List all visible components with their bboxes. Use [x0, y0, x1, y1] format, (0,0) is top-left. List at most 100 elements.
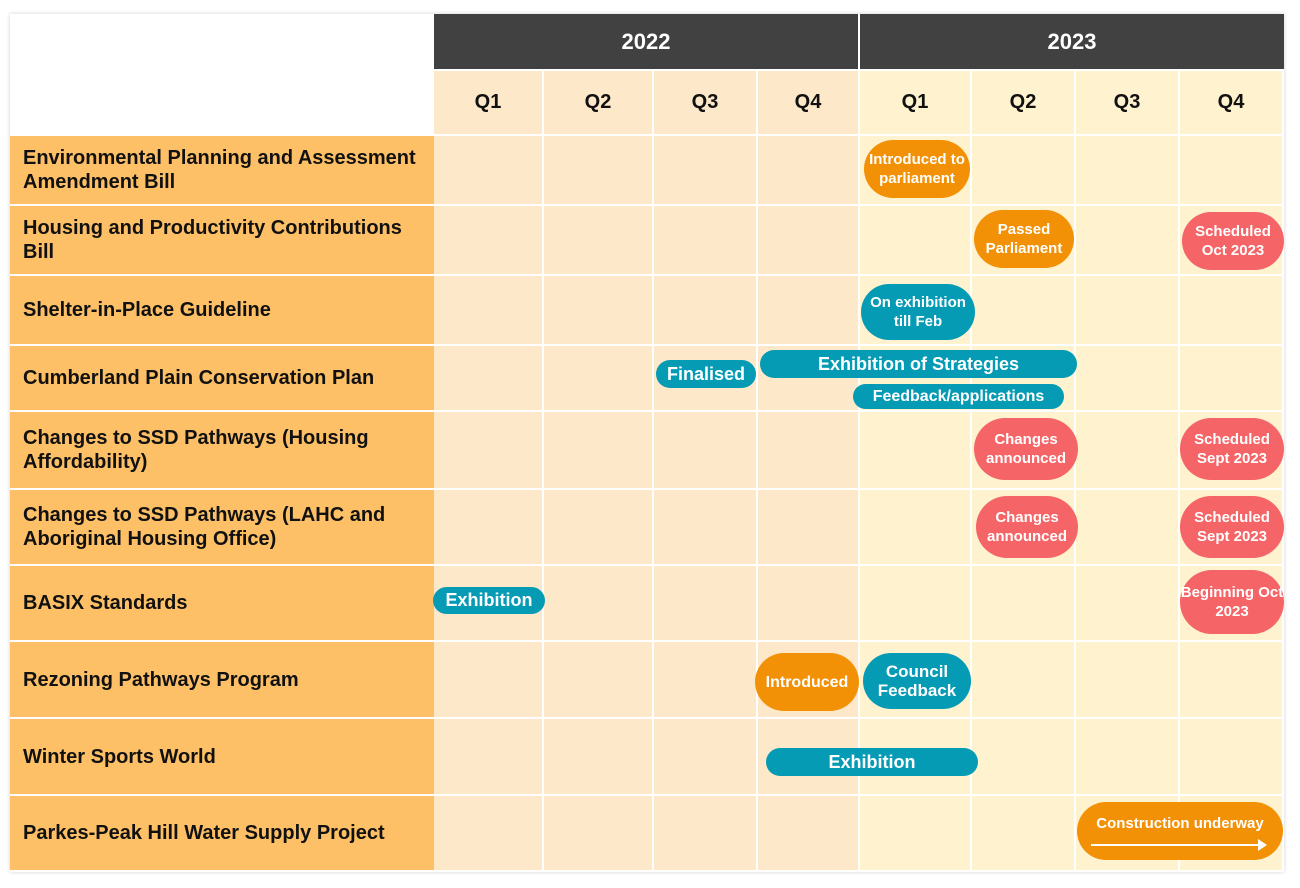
grid-cell: [654, 412, 758, 490]
milestone-text: Changes announced: [986, 509, 1067, 545]
grid-cell: [860, 566, 972, 642]
milestone-pill: Construction underway: [1077, 802, 1283, 860]
grid-cell: [434, 412, 544, 490]
milestone-pill: Exhibition: [766, 748, 978, 776]
grid-cell: [544, 796, 654, 872]
year-header-2023: 2023: [860, 14, 1284, 69]
grid-cell: [1076, 566, 1180, 642]
quarter-header: Q2: [544, 69, 654, 136]
grid-cell: [860, 490, 972, 566]
grid-cell: [1076, 206, 1180, 276]
grid-cell: [654, 642, 758, 719]
grid-cell: [1180, 346, 1284, 412]
roadmap-board: 2022 2023 Q1 Q2 Q3 Q4 Q1 Q2 Q3 Q4 Environmental Pl…: [10, 14, 1284, 872]
milestone-text: Scheduled Sept 2023: [1194, 509, 1270, 545]
milestone-text: Scheduled Sept 2023: [1194, 431, 1270, 467]
grid-cell: [758, 206, 860, 276]
milestone-text: Feedback/applications: [872, 388, 1045, 405]
grid-cell: [758, 136, 860, 206]
quarter-header: Q1: [434, 69, 544, 136]
grid-cell: [972, 136, 1076, 206]
milestone-pill: Beginning Oct 2023: [1180, 570, 1284, 634]
milestone-text: Changes announced: [985, 431, 1066, 467]
grid-cell: [1180, 642, 1284, 719]
grid-cell: [544, 206, 654, 276]
grid-cell: [1076, 490, 1180, 566]
grid-cell: [434, 206, 544, 276]
milestone-text: Exhibition: [445, 590, 533, 610]
grid-cell: [972, 642, 1076, 719]
milestone-pill: Scheduled Oct 2023: [1182, 212, 1284, 270]
quarter-header: Q2: [972, 69, 1076, 136]
milestone-pill: Introduced: [755, 653, 859, 711]
milestone-text: Construction underway: [1096, 814, 1264, 832]
milestone-pill: Exhibition of Strategies: [760, 350, 1077, 378]
grid-cell: [860, 206, 972, 276]
grid-cell: [434, 796, 544, 872]
milestone-pill: Scheduled Sept 2023: [1180, 496, 1284, 558]
grid-cell: [544, 490, 654, 566]
milestone-pill: Changes announced: [976, 496, 1078, 558]
milestone-pill: Passed Parliament: [974, 210, 1074, 268]
grid-cell: [758, 412, 860, 490]
grid-cell: [758, 490, 860, 566]
grid-cell: [972, 719, 1076, 796]
grid-cell: [758, 566, 860, 642]
grid-cell: [544, 276, 654, 346]
grid-cell: [1076, 276, 1180, 346]
milestone-text: Council Feedback: [877, 662, 957, 700]
milestone-text: Exhibition of Strategies: [817, 353, 1020, 374]
grid-cell: [434, 719, 544, 796]
grid-cell: [1180, 276, 1284, 346]
milestone-pill: Council Feedback: [863, 653, 971, 709]
grid-cell: [654, 796, 758, 872]
quarter-header: Q3: [1076, 69, 1180, 136]
grid-cell: [758, 276, 860, 346]
milestone-pill: Scheduled Sept 2023: [1180, 418, 1284, 480]
row-label: Rezoning Pathways Program: [10, 642, 434, 719]
grid-cell: [654, 719, 758, 796]
grid-cell: [972, 796, 1076, 872]
milestone-text: Beginning Oct 2023: [1180, 584, 1284, 620]
grid-cell: [654, 206, 758, 276]
quarter-header: Q4: [758, 69, 860, 136]
grid-cell: [434, 276, 544, 346]
row-label: Changes to SSD Pathways (LAHC and Aborig…: [10, 490, 434, 566]
milestone-pill: Introduced to parliament: [864, 140, 970, 198]
milestone-text: Exhibition: [828, 751, 916, 772]
milestone-text: On exhibition till Feb: [870, 294, 966, 330]
row-label: Housing and Productivity Contributions B…: [10, 206, 434, 276]
milestone-pill: Feedback/applications: [853, 384, 1064, 409]
grid-cell: [654, 136, 758, 206]
grid-cell: [1180, 719, 1284, 796]
grid-cell: [1076, 136, 1180, 206]
grid-cell: [434, 642, 544, 719]
arrow-right-icon: [1091, 839, 1267, 851]
grid-cell: [434, 490, 544, 566]
milestone-pill: Changes announced: [974, 418, 1078, 480]
row-label: Shelter-in-Place Guideline: [10, 276, 434, 346]
row-label: Changes to SSD Pathways (Housing Afforda…: [10, 412, 434, 490]
grid-cell: [544, 642, 654, 719]
milestone-text: Finalised: [666, 363, 746, 384]
grid-cell: [1076, 346, 1180, 412]
grid-cell: [544, 719, 654, 796]
milestone-pill: Exhibition: [433, 587, 545, 614]
grid-cell: [860, 412, 972, 490]
grid-cell: [654, 566, 758, 642]
grid-cell: [544, 412, 654, 490]
grid-cell: [1076, 642, 1180, 719]
quarter-header: Q3: [654, 69, 758, 136]
grid-cell: [654, 276, 758, 346]
row-label: Winter Sports World: [10, 719, 434, 796]
quarter-header: Q4: [1180, 69, 1284, 136]
grid-cell: [434, 136, 544, 206]
milestone-text: Introduced: [765, 673, 849, 691]
grid-cell: [1076, 719, 1180, 796]
milestone-pill: Finalised: [656, 360, 756, 388]
grid-cell: [654, 490, 758, 566]
grid-cell: [544, 566, 654, 642]
year-header-2022: 2022: [434, 14, 858, 69]
grid-cell: [758, 796, 860, 872]
row-label: Parkes-Peak Hill Water Supply Project: [10, 796, 434, 872]
